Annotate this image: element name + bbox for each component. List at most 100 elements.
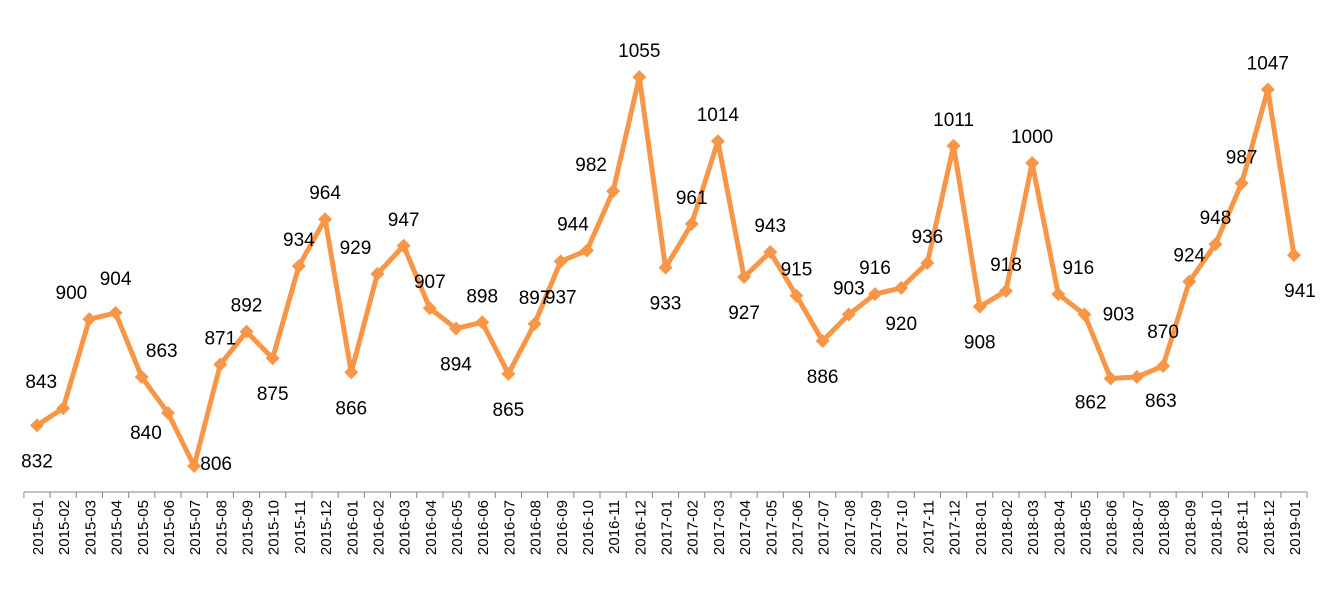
x-tick-label: 2018-10 [1208,500,1225,555]
x-tick-label: 2016-09 [554,500,571,555]
x-tick-label: 2016-08 [528,500,545,555]
data-label: 943 [754,216,786,237]
x-tick-label: 2015-05 [135,500,152,555]
x-tick-label: 2015-11 [292,500,309,554]
data-point [815,334,830,349]
data-label: 897 [519,288,551,309]
data-label: 915 [781,260,813,281]
data-point [737,269,752,284]
data-label: 1011 [933,110,974,131]
x-tick-label: 2016-03 [397,500,414,555]
data-point [30,418,44,433]
x-tick-label: 2015-06 [161,500,178,555]
data-point [1156,359,1171,374]
data-point [501,366,516,381]
data-point [265,351,280,366]
data-point [56,401,71,416]
data-point [579,243,594,258]
data-label: 1014 [697,105,740,126]
data-point [998,284,1013,299]
x-tick-label: 2016-07 [501,500,518,555]
data-point [553,254,568,269]
data-label: 941 [1284,281,1316,302]
x-tick-label: 2019-01 [1287,500,1304,555]
data-label: 936 [912,227,944,248]
data-label: 987 [1226,147,1258,168]
data-label: 866 [335,398,367,419]
data-label: 832 [21,451,53,472]
data-label: 862 [1075,393,1107,414]
data-point [606,184,621,199]
data-label: 908 [964,333,996,354]
data-label: 840 [130,423,162,444]
data-point [82,312,97,327]
data-label: 806 [200,454,232,475]
data-label: 894 [440,355,472,376]
x-tick-label: 2015-08 [213,500,230,555]
data-point [527,316,542,331]
x-tick-label: 2015-01 [30,500,47,555]
data-label: 916 [859,258,891,279]
data-point [108,305,123,320]
data-label: 961 [676,188,708,209]
data-point [160,405,175,420]
x-tick-label: 2017-03 [711,500,728,555]
data-label: 875 [257,384,289,405]
data-point [763,245,778,260]
data-point [475,315,490,330]
x-tick-label: 2015-03 [82,500,99,555]
data-label: 918 [990,255,1022,276]
data-point [868,287,882,302]
data-label: 843 [25,372,57,393]
x-tick-label: 2018-06 [1104,500,1121,555]
x-tick-label: 2017-12 [947,500,964,555]
data-label: 871 [204,328,236,349]
data-label: 870 [1147,322,1179,343]
data-point [920,255,935,270]
data-point [449,321,463,336]
x-tick-label: 2018-08 [1156,500,1173,555]
x-tick-label: 2017-02 [685,500,702,555]
x-tick-label: 2018-03 [1025,500,1042,555]
data-point [396,238,411,253]
data-point [894,280,909,295]
x-tick-label: 2016-04 [423,500,440,555]
data-point [632,70,647,85]
x-tick-label: 2017-04 [737,500,754,555]
data-point [946,138,961,153]
data-point [291,259,306,274]
data-point [370,266,385,281]
data-point [972,299,987,314]
data-label: 920 [885,314,917,335]
x-tick-label: 2015-12 [318,500,335,555]
data-label: 948 [1200,208,1232,229]
x-tick-label: 2017-06 [789,500,806,555]
data-point [1129,369,1144,384]
x-tick-label: 2015-07 [187,500,204,555]
data-label: 892 [231,296,263,317]
data-label: 927 [728,303,760,324]
data-point [1287,248,1301,263]
data-label: 903 [833,278,865,299]
data-point [841,307,856,322]
data-label: 904 [100,269,132,290]
data-point [789,288,804,303]
data-label: 898 [466,286,498,307]
data-label: 903 [1103,304,1135,325]
data-label: 964 [309,183,341,204]
x-tick-label: 2017-05 [763,500,780,555]
x-tick-label: 2018-07 [1130,500,1147,555]
data-label: 863 [146,341,178,362]
data-label: 900 [56,283,88,304]
data-label: 929 [340,238,372,259]
x-tick-label: 2017-01 [659,500,676,555]
data-point [344,365,359,380]
x-tick-label: 2017-07 [816,500,833,555]
data-label: 1047 [1247,54,1289,75]
data-point [658,260,673,275]
x-tick-label: 2018-09 [1182,500,1199,555]
x-tick-label: 2016-10 [580,500,597,555]
data-label: 924 [1173,246,1205,267]
data-label: 865 [493,400,525,421]
